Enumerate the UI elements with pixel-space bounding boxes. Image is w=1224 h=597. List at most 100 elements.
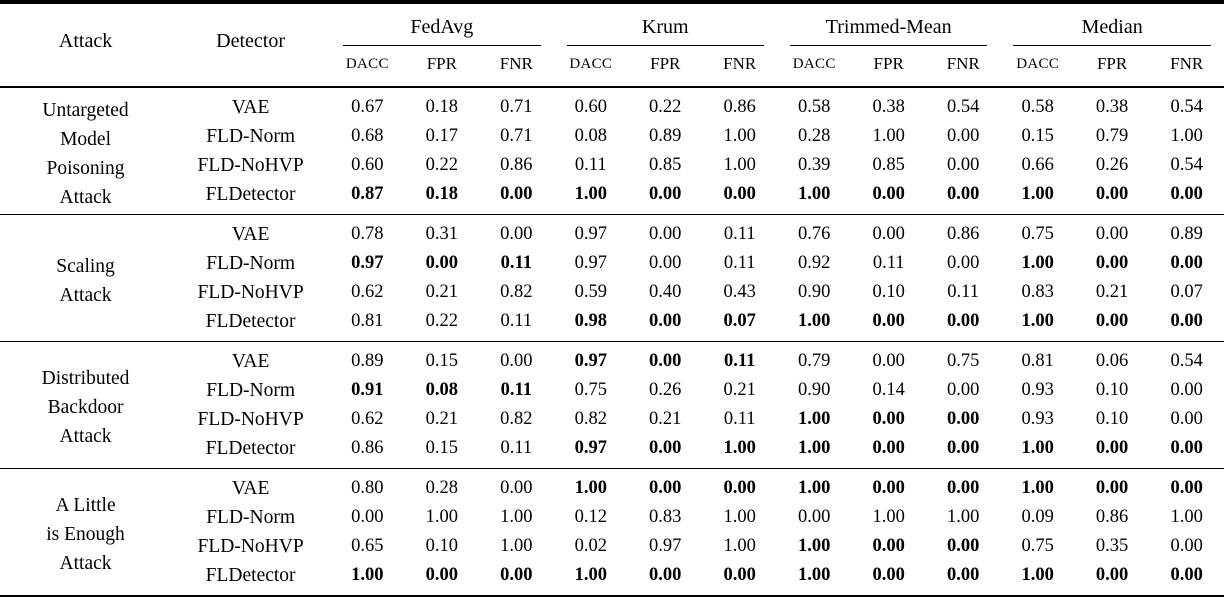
table-row: FLD-Norm 0.00 1.00 1.00 0.12 0.83 1.00 0.00 1.00… — [0, 503, 1224, 532]
value-cell: 0.02 — [574, 536, 607, 556]
value-cell: 0.80 — [351, 478, 384, 498]
value-cell: 0.00 — [946, 565, 980, 585]
value-cell: 0.15 — [425, 351, 458, 371]
value-cell: 1.00 — [946, 507, 980, 527]
value-cell: 0.00 — [1170, 478, 1203, 498]
value-cell: 0.97 — [574, 438, 607, 458]
attack-label: Distributed Backdoor Attack — [41, 368, 130, 447]
value-cell: 0.89 — [649, 126, 682, 146]
detector-label: FLD-Norm — [206, 380, 296, 401]
detector-label: FLD-Norm — [206, 253, 296, 274]
value-cell: 0.82 — [500, 282, 533, 302]
value-cell: 0.00 — [1095, 224, 1129, 244]
detector-column-header: Detector — [216, 29, 286, 52]
value-cell: 0.89 — [1170, 224, 1203, 244]
metric-header-krum-fpr: FPR — [650, 54, 681, 73]
group-underline — [789, 45, 988, 46]
value-cell: 0.00 — [872, 184, 905, 204]
value-cell: 0.00 — [723, 478, 756, 498]
value-cell: 0.97 — [574, 351, 607, 371]
detector-label: VAE — [231, 351, 270, 372]
value-cell: 1.00 — [723, 126, 756, 146]
value-cell: 0.00 — [649, 311, 682, 331]
value-cell: 0.00 — [500, 478, 533, 498]
table-row: FLDetector 0.87 0.18 0.00 1.00 0.00 0.00 1.00 0.… — [0, 180, 1224, 215]
value-cell: 0.66 — [1021, 155, 1054, 175]
value-cell: 0.00 — [1170, 409, 1203, 429]
value-cell: 0.00 — [649, 184, 682, 204]
metric-header-krum-dacc: DACC — [569, 55, 613, 72]
value-cell: 0.00 — [872, 536, 905, 556]
value-cell: 0.00 — [723, 565, 756, 585]
value-cell: 0.39 — [798, 155, 831, 175]
value-cell: 0.59 — [574, 282, 607, 302]
value-cell: 0.86 — [351, 438, 384, 458]
group-header-trimmed-mean: Trimmed-Mean — [777, 2, 1000, 46]
value-cell: 0.58 — [1021, 97, 1054, 117]
value-cell: 0.00 — [1170, 438, 1203, 458]
value-cell: 0.11 — [724, 351, 756, 371]
value-cell: 0.21 — [425, 282, 458, 302]
table-row: Scaling Attack VAE 0.78 0.31 0.00 0.97 0.00 0.11… — [0, 215, 1224, 306]
value-cell: 0.83 — [1021, 282, 1054, 302]
table-row: FLD-NoHVP 0.65 0.10 1.00 0.02 0.97 1.00 1.00 0.0… — [0, 532, 1224, 561]
value-cell: 1.00 — [872, 126, 905, 146]
value-cell: 1.00 — [1021, 438, 1054, 458]
value-cell: 0.92 — [798, 253, 831, 273]
detector-label: FLD-Norm — [206, 126, 296, 147]
value-cell: 0.91 — [351, 380, 384, 400]
value-cell: 0.54 — [1170, 97, 1203, 117]
value-cell: 0.00 — [872, 565, 905, 585]
value-cell: 0.12 — [574, 507, 607, 527]
value-cell: 0.21 — [425, 409, 458, 429]
value-cell: 0.43 — [723, 282, 756, 302]
value-cell: 0.93 — [1021, 380, 1054, 400]
value-cell: 0.60 — [351, 155, 384, 175]
metric-header-trimmed-mean-dacc: DACC — [792, 55, 836, 72]
group-header-fedavg: FedAvg — [330, 2, 553, 46]
value-cell: 0.00 — [946, 478, 980, 498]
value-cell: 0.26 — [649, 380, 682, 400]
value-cell: 0.90 — [798, 282, 831, 302]
value-cell: 0.89 — [351, 351, 384, 371]
value-cell: 0.97 — [351, 253, 384, 273]
metric-header-median-fpr: FPR — [1096, 54, 1128, 73]
value-cell: 0.93 — [1021, 409, 1054, 429]
value-cell: 0.00 — [1170, 536, 1203, 556]
table-row: Distributed Backdoor Attack VAE 0.89 0.15 0.00… — [0, 342, 1224, 447]
value-cell: 0.00 — [500, 565, 533, 585]
metric-header-fedavg-fnr: FNR — [499, 54, 533, 73]
metric-header-trimmed-mean-fpr: FPR — [873, 54, 904, 73]
attack-column-header: Attack — [58, 29, 113, 52]
value-cell: 1.00 — [1021, 253, 1054, 273]
value-cell: 0.11 — [500, 380, 532, 400]
value-cell: 0.00 — [649, 565, 682, 585]
group-underline — [1013, 45, 1211, 46]
group-header-label: Median — [1081, 16, 1143, 38]
value-cell: 0.00 — [872, 438, 905, 458]
value-cell: 0.21 — [649, 409, 682, 429]
detector-label: FLD-Norm — [206, 507, 296, 528]
value-cell: 1.00 — [500, 507, 533, 527]
value-cell: 1.00 — [1021, 311, 1054, 331]
value-cell: 0.76 — [798, 224, 831, 244]
attack-block: A Little is Enough Attack VAE 0.80 0.28 0.00 1.… — [0, 468, 1224, 597]
value-cell: 0.15 — [425, 438, 458, 458]
value-cell: 0.11 — [574, 155, 607, 175]
group-underline — [566, 45, 764, 46]
detector-label: FLD-NoHVP — [197, 282, 304, 303]
value-cell: 1.00 — [798, 184, 831, 204]
value-cell: 0.85 — [872, 155, 905, 175]
value-cell: 0.00 — [500, 351, 533, 371]
table-row: FLD-NoHVP 0.62 0.21 0.82 0.82 0.21 0.11 1.00 0.0… — [0, 405, 1224, 434]
value-cell: 0.90 — [798, 380, 831, 400]
value-cell: 0.00 — [1170, 253, 1203, 273]
value-cell: 0.98 — [574, 311, 607, 331]
group-header-label: Krum — [641, 16, 689, 38]
value-cell: 0.00 — [649, 351, 682, 371]
value-cell: 0.22 — [425, 155, 458, 175]
value-cell: 0.00 — [1095, 311, 1129, 331]
value-cell: 0.00 — [872, 224, 905, 244]
